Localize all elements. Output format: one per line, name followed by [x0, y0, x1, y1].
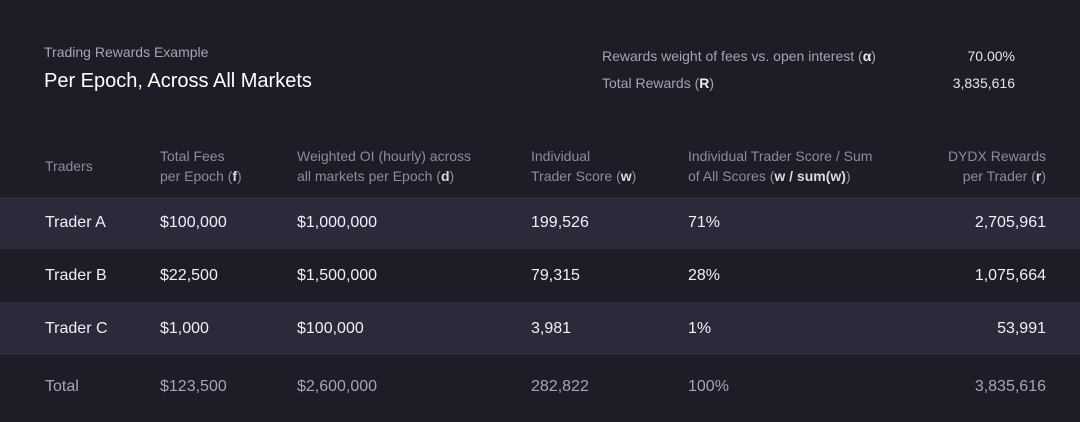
table-row: Trader A $100,000 $1,000,000 199,526 71%… — [0, 197, 1080, 249]
column-header-trader-score: Individual Trader Score (w) — [531, 148, 637, 184]
total-rewards-label: Total Rewards (R) — [602, 75, 715, 91]
trader-score: 199,526 — [531, 214, 589, 231]
dydx-rewards: 1,075,664 — [974, 266, 1046, 284]
trader-score: 3,981 — [531, 319, 572, 337]
table-row: Trader B $22,500 $1,500,000 79,315 28% 1… — [0, 249, 1080, 302]
score-share: 1% — [688, 319, 712, 337]
example-subtitle: Trading Rewards Example — [44, 44, 209, 60]
rewards-weight-value: 70.00% — [967, 48, 1015, 64]
total-fees: $22,500 — [160, 266, 218, 284]
r-symbol: R — [699, 75, 710, 91]
column-header-dydx-rewards: DYDX Rewards per Trader (r) — [947, 148, 1046, 184]
total-fees: $123,500 — [160, 378, 227, 395]
total-fees: $100,000 — [160, 214, 227, 231]
dydx-rewards: 3,835,616 — [974, 378, 1046, 395]
weighted-oi: $1,500,000 — [297, 266, 378, 284]
total-fees: $1,000 — [160, 319, 209, 337]
score-share: 100% — [688, 378, 729, 395]
column-header-total-fees: Total Fees per Epoch (f) — [160, 148, 242, 184]
score-share: 71% — [688, 214, 721, 231]
trader-name: Trader B — [45, 266, 107, 284]
total-label: Total — [45, 378, 79, 395]
trader-score: 282,822 — [531, 378, 589, 395]
dydx-rewards: 53,991 — [997, 319, 1046, 337]
trader-score: 79,315 — [531, 266, 580, 284]
weighted-oi: $1,000,000 — [297, 214, 378, 231]
total-rewards-value: 3,835,616 — [952, 75, 1015, 91]
alpha-symbol: α — [862, 48, 872, 64]
column-header-traders: Traders — [45, 158, 93, 174]
table-row: Trader C $1,000 $100,000 3,981 1% 53,991 — [0, 302, 1080, 355]
weighted-oi: $100,000 — [297, 319, 364, 337]
rewards-weight-label: Rewards weight of fees vs. open interest… — [602, 48, 876, 64]
page-title: Per Epoch, Across All Markets — [44, 70, 312, 92]
dydx-rewards: 2,705,961 — [974, 214, 1046, 231]
column-header-weighted-oi: Weighted OI (hourly) across all markets … — [297, 148, 472, 184]
weighted-oi: $2,600,000 — [297, 378, 378, 395]
trader-name: Trader C — [45, 319, 108, 337]
trader-name: Trader A — [45, 214, 106, 231]
table-total-row: Total $123,500 $2,600,000 282,822 100% 3… — [0, 360, 1080, 414]
score-share: 28% — [688, 266, 721, 284]
column-header-score-share: Individual Trader Score / Sum of All Sco… — [688, 148, 873, 184]
